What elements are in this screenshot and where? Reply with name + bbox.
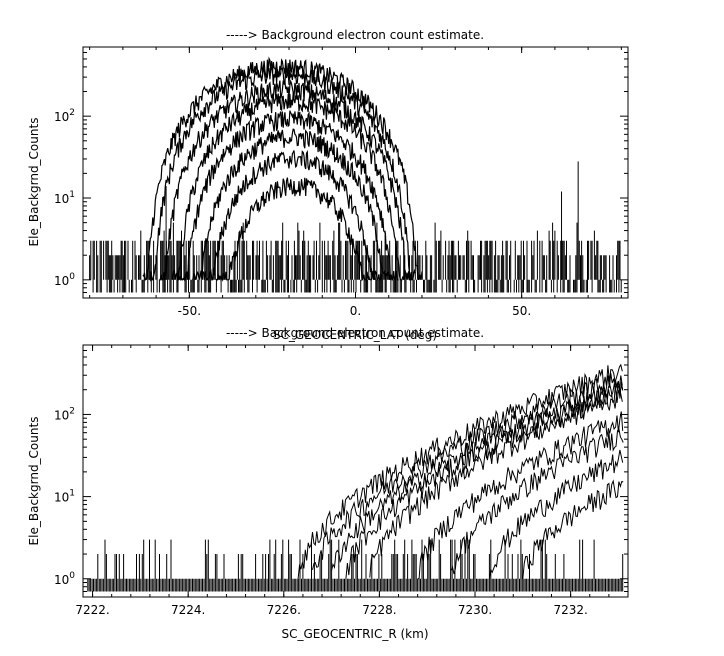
data-series-line (148, 65, 416, 282)
data-series-line (202, 149, 383, 281)
data-series-group (87, 363, 624, 592)
y-tick-label: 101 (54, 489, 75, 505)
chart-title: -----> Background electron count estimat… (226, 326, 484, 340)
data-series-line (215, 177, 376, 283)
axes-group: 7222. 7224. 7226. 7228. 7230. 7232. 100 101 102 (54, 344, 629, 617)
panel-latitude: -----> Background electron count estimat… (27, 28, 629, 342)
x-tick-label: -50. (178, 304, 201, 318)
data-series-line (488, 449, 624, 579)
y-tick-label: 101 (54, 190, 75, 206)
data-series-line (142, 56, 423, 281)
y-tick-label: 100 (54, 571, 75, 587)
y-tick-label: 102 (54, 108, 75, 124)
data-series-group (89, 56, 622, 293)
panel-radius: -----> Background electron count estimat… (27, 326, 629, 641)
y-tick-label: 102 (54, 406, 75, 422)
data-series-line (172, 92, 406, 281)
y-axis-label: Ele_Backgrnd_Counts (27, 417, 41, 546)
data-series-line (312, 373, 623, 570)
data-series-line (345, 383, 624, 579)
x-tick-label: 0. (350, 304, 361, 318)
data-series-line (522, 479, 624, 579)
x-axis-label: SC_GEOCENTRIC_LAT (deg) (273, 328, 437, 342)
x-tick-label: 7232. (553, 603, 587, 617)
x-tick-label: 7226. (267, 603, 301, 617)
x-tick-label: 7228. (362, 603, 396, 617)
data-series-line (369, 385, 623, 578)
y-axis-label: Ele_Backgrnd_Counts (27, 118, 41, 247)
plot-frame (82, 344, 629, 598)
data-series-line (450, 427, 624, 575)
x-tick-label: 7224. (171, 603, 205, 617)
y-tick-label: 100 (54, 272, 75, 288)
data-series-line (192, 128, 393, 282)
data-series-line (159, 79, 413, 281)
x-tick-label: 50. (512, 304, 531, 318)
data-series-line (297, 363, 623, 579)
plot-frame (82, 46, 629, 299)
x-tick-label: 7222. (75, 603, 109, 617)
x-tick-label: 7230. (458, 603, 492, 617)
data-series-line (417, 411, 624, 580)
chart-title: -----> Background electron count estimat… (226, 28, 484, 42)
x-axis-label: SC_GEOCENTRIC_R (km) (282, 627, 429, 641)
background-noise (87, 539, 624, 592)
data-series-line (178, 110, 399, 282)
